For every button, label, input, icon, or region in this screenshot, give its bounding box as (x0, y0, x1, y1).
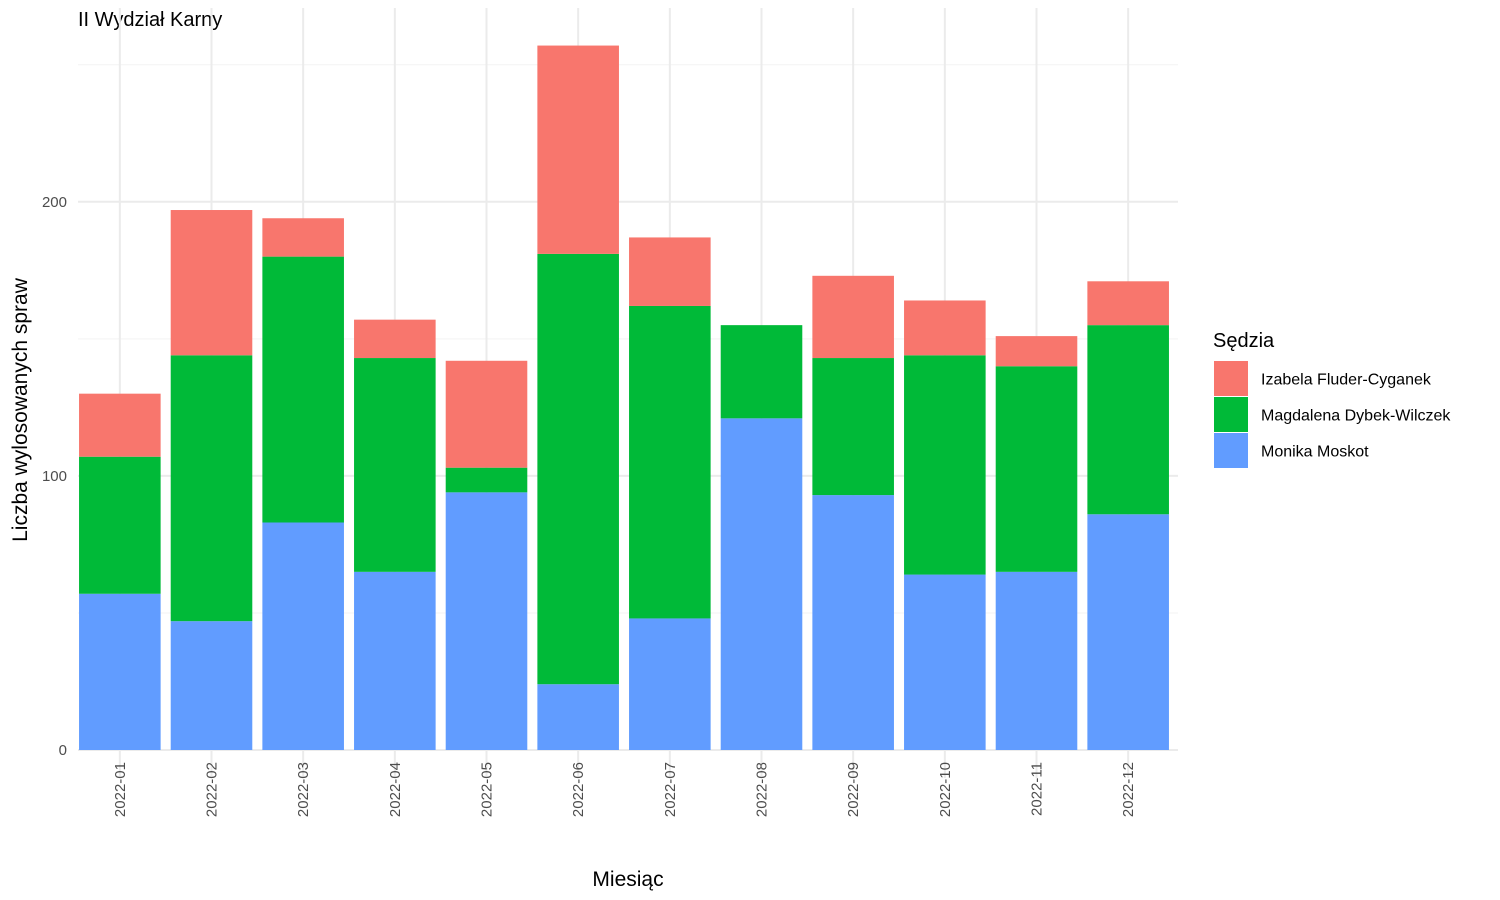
bar-segment (629, 305, 711, 619)
bar-segment (445, 360, 528, 468)
bar-segment (1087, 514, 1169, 750)
bar-segment (720, 325, 803, 419)
x-axis-ticks: 2022-01 2022-02 2022-03 2022-04 2022-05 2022-… (112, 762, 1137, 817)
bar-segment (995, 571, 1078, 750)
chart-title: II Wydział Karny (78, 9, 222, 31)
bar-segment (79, 456, 161, 594)
legend-label: Monika Moskot (1261, 444, 1369, 461)
bars (79, 45, 1169, 750)
bar-segment (170, 210, 253, 356)
x-tick-label: 2022-07 (662, 762, 679, 817)
bar-segment (904, 355, 986, 575)
x-tick-label: 2022-08 (754, 762, 771, 817)
bar-segment (629, 618, 711, 750)
bar-segment (354, 358, 436, 572)
bar-segment (904, 300, 986, 356)
bar-segment (537, 45, 619, 254)
x-tick-label: 2022-04 (387, 762, 404, 817)
legend-key (1214, 361, 1248, 396)
y-tick-label: 200 (42, 194, 67, 211)
bar-segment (812, 275, 894, 359)
legend-label: Izabela Fluder-Cyganek (1261, 372, 1432, 389)
bar-segment (354, 571, 436, 750)
bar-segment (354, 319, 436, 359)
bar-segment (995, 336, 1078, 367)
x-tick-label: 2022-12 (1120, 762, 1137, 817)
bar-segment (1087, 325, 1169, 515)
bar-segment (720, 418, 803, 750)
x-tick-label: 2022-01 (112, 762, 129, 817)
legend-key (1214, 433, 1248, 468)
legend-title: Sędzia (1213, 330, 1275, 352)
bar-segment (445, 492, 528, 750)
bar-segment (262, 256, 344, 523)
bar-segment (445, 467, 528, 493)
bar-segment (262, 522, 344, 750)
legend-key (1214, 397, 1248, 432)
bar-segment (537, 253, 619, 685)
bar-segment (170, 621, 253, 750)
legend-label: Magdalena Dybek-Wilczek (1261, 408, 1451, 425)
bar-segment (262, 218, 344, 257)
bar-segment (170, 355, 253, 622)
x-tick-label: 2022-06 (570, 762, 587, 817)
x-tick-label: 2022-05 (479, 762, 496, 817)
bar-segment (79, 593, 161, 750)
bar-segment (537, 684, 619, 750)
x-tick-label: 2022-03 (295, 762, 312, 817)
bar-segment (79, 393, 161, 457)
y-tick-label: 100 (42, 468, 67, 485)
bar-segment (904, 574, 986, 750)
x-tick-label: 2022-10 (937, 762, 954, 817)
y-axis-title: Liczba wylosowanych spraw (9, 277, 32, 542)
x-axis-title: Miesiąc (592, 868, 663, 891)
x-tick-label: 2022-09 (845, 762, 862, 817)
y-tick-label: 0 (59, 742, 67, 759)
bar-segment (812, 358, 894, 496)
bar-segment (629, 237, 711, 306)
y-axis-ticks: 0 100 200 (42, 194, 67, 759)
x-tick-label: 2022-11 (1029, 762, 1046, 816)
bar-segment (1087, 281, 1169, 326)
legend: Sędzia Izabela Fluder-Cyganek Magdalena D… (1213, 330, 1451, 468)
bar-segment (812, 495, 894, 750)
x-tick-label: 2022-02 (204, 762, 221, 817)
bar-segment (995, 366, 1078, 572)
